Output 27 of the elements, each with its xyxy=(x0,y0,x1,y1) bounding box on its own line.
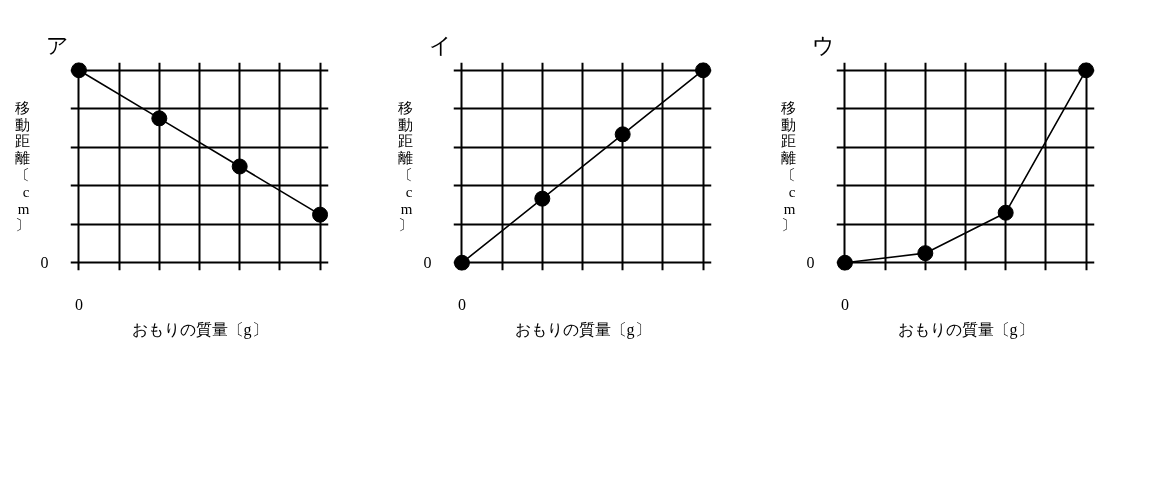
y-axis-title: 移動距離〔cm〕 xyxy=(14,99,30,234)
text: 0 xyxy=(840,295,849,313)
point xyxy=(151,110,168,127)
point xyxy=(231,158,248,175)
y-axis-title: 移動距離〔cm〕 xyxy=(397,99,413,234)
x-axis-title: おもりの質量〔g〕 xyxy=(897,320,1034,339)
chart-title: イ xyxy=(428,32,452,58)
point xyxy=(312,206,329,223)
text: 0 xyxy=(40,254,49,272)
text: 0 xyxy=(457,295,466,313)
point xyxy=(70,62,87,79)
y-axis-title: 移動距離〔cm〕 xyxy=(780,99,796,234)
chart-title: ウ xyxy=(811,32,835,58)
point xyxy=(453,254,470,271)
chart-title: ア xyxy=(45,32,69,58)
point xyxy=(534,190,551,207)
x-axis-title: おもりの質量〔g〕 xyxy=(131,320,268,339)
point xyxy=(695,62,712,79)
text: 0 xyxy=(74,295,83,313)
x-axis-title: おもりの質量〔g〕 xyxy=(514,320,651,339)
point xyxy=(997,204,1014,221)
text: 0 xyxy=(806,254,815,272)
point xyxy=(1078,62,1095,79)
point xyxy=(917,245,934,262)
point xyxy=(836,254,853,271)
text: 0 xyxy=(423,254,432,272)
point xyxy=(614,126,631,143)
